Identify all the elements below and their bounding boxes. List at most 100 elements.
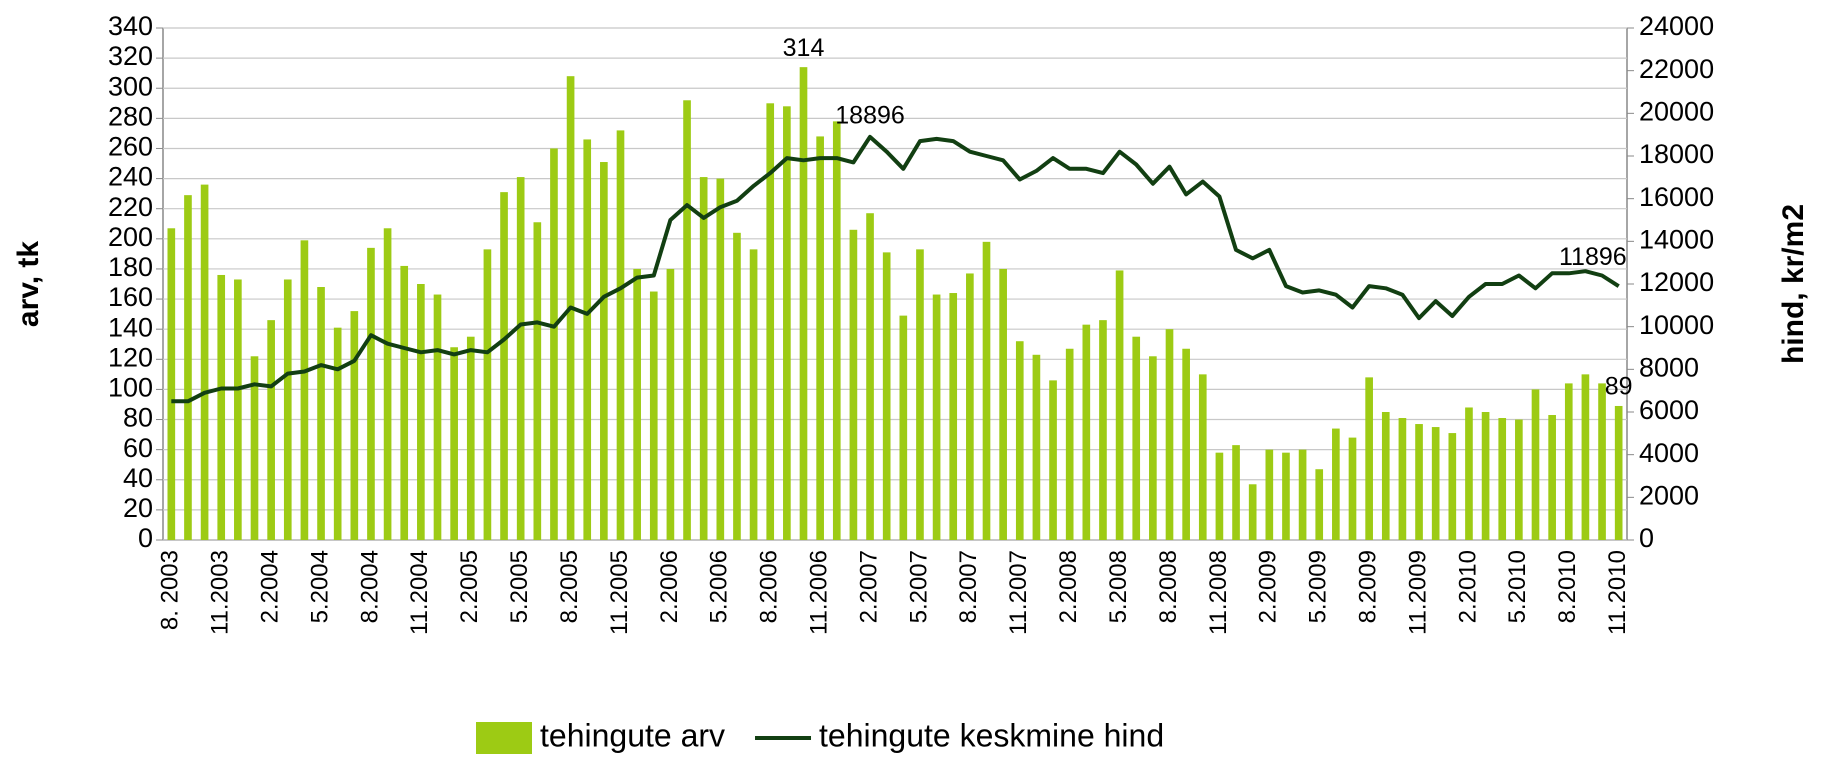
y-tick-label: 260 — [108, 132, 153, 162]
bar — [1165, 329, 1174, 540]
bar — [250, 356, 259, 540]
bar — [749, 249, 758, 541]
x-tick-label: 2.2008 — [1055, 550, 1082, 623]
bar — [616, 130, 625, 540]
y-tick-label: 180 — [108, 252, 153, 282]
bar — [849, 229, 858, 540]
bar — [982, 241, 991, 540]
bar — [433, 294, 442, 540]
y-tick-label: 240 — [108, 162, 153, 192]
bar — [583, 139, 592, 540]
y2-tick-label: 2000 — [1639, 480, 1699, 510]
bar — [184, 195, 192, 540]
bar — [1015, 341, 1024, 540]
bar — [966, 273, 974, 540]
bar — [666, 268, 675, 540]
x-tick-label: 8.2008 — [1155, 550, 1182, 623]
bar — [766, 103, 775, 540]
y-tick-label: 0 — [138, 523, 153, 553]
bar — [999, 268, 1007, 540]
bar — [1215, 452, 1224, 540]
x-tick-label: 11.2008 — [1205, 550, 1232, 635]
bar — [234, 279, 242, 540]
legend-label: tehingute arv — [540, 717, 725, 753]
y2-tick-label: 4000 — [1639, 438, 1699, 468]
bar — [400, 265, 409, 540]
x-tick-label: 8.2007 — [955, 550, 982, 623]
data-label: 89 — [1605, 373, 1633, 401]
bar — [466, 336, 475, 540]
bar — [1498, 418, 1507, 540]
bar — [350, 311, 359, 540]
y2-tick-label: 12000 — [1639, 267, 1714, 297]
bar — [816, 136, 824, 540]
y-tick-label: 40 — [123, 463, 153, 493]
bar — [317, 287, 325, 540]
x-tick-label: 2.2005 — [456, 550, 483, 623]
x-tick-label: 8.2004 — [356, 550, 383, 623]
bar — [1531, 389, 1540, 540]
y2-tick-label: 14000 — [1639, 224, 1714, 254]
bar — [450, 347, 458, 540]
y-axis-title: arv, tk — [12, 241, 45, 327]
bar — [417, 284, 425, 540]
x-tick-label: 5.2005 — [506, 550, 533, 623]
bar — [1481, 412, 1490, 540]
legend-swatch — [476, 722, 532, 754]
data-label: 18896 — [835, 101, 905, 129]
x-tick-label: 5.2004 — [306, 550, 333, 623]
bar — [1548, 415, 1556, 540]
legend-label: tehingute keskmine hind — [819, 717, 1164, 753]
y-tick-label: 100 — [108, 373, 153, 403]
x-tick-label: 11.2003 — [207, 550, 234, 635]
x-tick-label: 11.2004 — [406, 550, 433, 635]
bar — [1032, 354, 1041, 540]
bar — [733, 232, 741, 541]
bar — [1298, 449, 1307, 540]
x-tick-label: 5.2007 — [905, 550, 932, 623]
y-tick-label: 200 — [108, 222, 153, 252]
bar — [283, 279, 292, 540]
bar — [1448, 433, 1457, 540]
bar — [716, 178, 725, 540]
x-tick-label: 2.2007 — [855, 550, 882, 623]
bar — [1515, 419, 1523, 540]
bar — [1049, 380, 1057, 540]
y-tick-label: 60 — [123, 433, 153, 463]
x-tick-label: 11.2009 — [1404, 550, 1431, 635]
bar — [1365, 377, 1373, 540]
bar — [1282, 452, 1290, 540]
y2-tick-label: 0 — [1639, 523, 1654, 553]
x-tick-label: 8.2005 — [556, 550, 583, 623]
bar — [1265, 449, 1274, 540]
bar — [1614, 405, 1623, 540]
bar — [866, 213, 874, 541]
bar — [267, 320, 275, 540]
y2-tick-label: 22000 — [1639, 54, 1714, 84]
bar — [200, 184, 209, 541]
bar — [500, 192, 508, 540]
bar — [649, 291, 658, 540]
bar — [600, 162, 608, 540]
x-tick-label: 8.2006 — [756, 550, 783, 623]
bar — [1598, 383, 1606, 540]
y-tick-label: 20 — [123, 493, 153, 523]
bar — [882, 252, 891, 540]
y-tick-label: 280 — [108, 101, 153, 131]
x-tick-label: 5.2010 — [1504, 550, 1531, 623]
line — [171, 134, 1620, 404]
bar — [916, 249, 924, 541]
bar — [799, 67, 808, 540]
bar — [1415, 424, 1423, 540]
bar — [333, 327, 342, 540]
bar — [949, 293, 958, 540]
bar — [383, 228, 392, 540]
bar — [1581, 374, 1590, 540]
bar — [1398, 418, 1407, 540]
bar — [1065, 348, 1074, 540]
y-tick-label: 320 — [108, 41, 153, 71]
bar — [550, 148, 558, 540]
y2-tick-label: 16000 — [1639, 182, 1714, 212]
x-tick-label: 2.2006 — [656, 550, 683, 623]
